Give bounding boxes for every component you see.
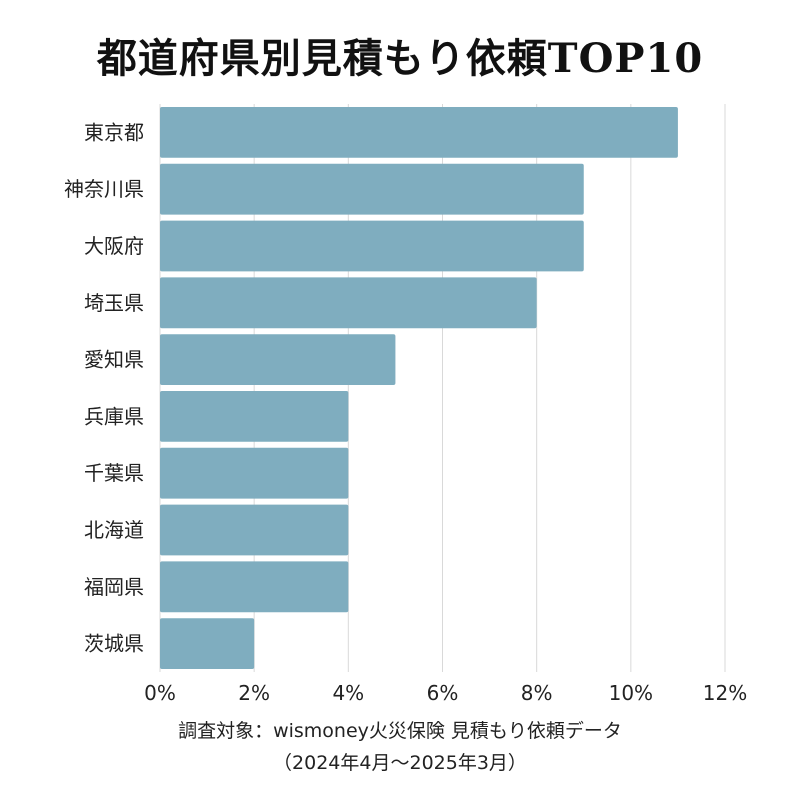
- x-tick-label: 4%: [332, 681, 364, 705]
- x-tick-label: 10%: [609, 681, 653, 705]
- category-label: 神奈川県: [64, 177, 144, 201]
- category-label: 千葉県: [84, 461, 144, 485]
- category-label: 東京都: [84, 120, 144, 144]
- bar: [160, 504, 349, 556]
- category-label: 愛知県: [84, 348, 144, 372]
- bar: [160, 334, 396, 385]
- category-label: 大阪府: [84, 234, 144, 258]
- chart-title: 都道府県別見積もり依頼TOP10: [96, 35, 704, 82]
- bar: [160, 277, 537, 329]
- bar: [160, 163, 584, 215]
- bars: [160, 107, 678, 669]
- bar: [160, 107, 678, 158]
- x-tick-label: 8%: [521, 681, 553, 705]
- category-label: 埼玉県: [84, 291, 144, 315]
- category-label: 福岡県: [84, 575, 144, 599]
- x-tick-labels: 0% 2% 4% 6% 8% 10% 12%: [144, 681, 747, 705]
- x-tick-label: 6%: [427, 681, 459, 705]
- x-tick-label: 0%: [144, 681, 176, 705]
- source-period: （2024年4月〜2025年3月）: [273, 752, 527, 774]
- bar: [160, 447, 349, 499]
- bar: [160, 561, 349, 613]
- category-label: 北海道: [84, 518, 144, 542]
- x-tick-label: 2%: [238, 681, 270, 705]
- category-label: 茨城県: [84, 632, 144, 656]
- bar: [160, 391, 349, 442]
- bar: [160, 220, 584, 272]
- bar: [160, 618, 255, 669]
- category-label: 兵庫県: [84, 404, 144, 428]
- source-note: 調査対象：wismoney火災保険 見積もり依頼データ: [178, 720, 622, 742]
- x-tick-label: 12%: [703, 681, 747, 705]
